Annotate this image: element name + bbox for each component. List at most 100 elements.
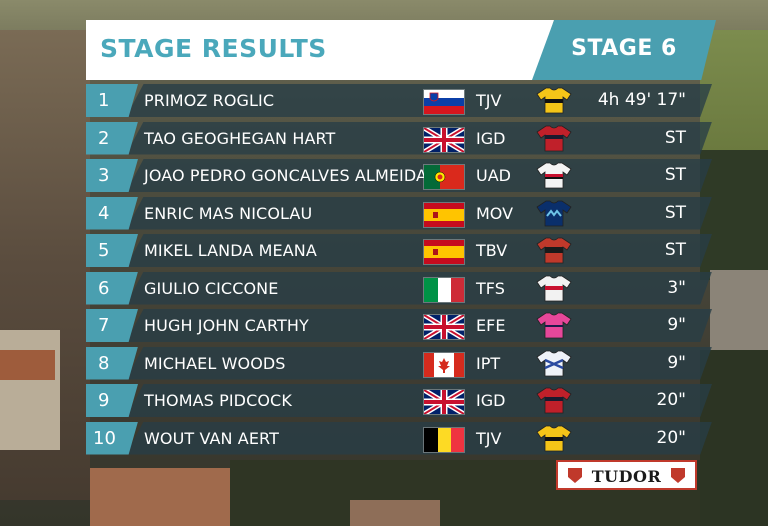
row-bar [126, 234, 712, 267]
title-bar: STAGE RESULTS [86, 20, 554, 80]
rider-name: JOAO PEDRO GONCALVES ALMEIDA [144, 166, 428, 185]
shield-icon [568, 468, 582, 483]
result-row: 9 THOMAS PIDCOCK IGD 20" [86, 384, 716, 417]
stage-label: STAGE 6 [571, 36, 677, 61]
finish-time: 4h 49' 17" [597, 90, 686, 110]
finish-time: 20" [656, 427, 686, 448]
position-number: 4 [98, 202, 110, 224]
stage-badge: STAGE 6 [532, 20, 716, 80]
row-bar [126, 309, 712, 342]
position-number: 6 [98, 277, 110, 299]
rider-name: WOUT VAN AERT [144, 428, 279, 448]
position-number: 9 [98, 390, 110, 411]
position-badge: 6 [86, 271, 138, 305]
rider-name: THOMAS PIDCOCK [144, 391, 292, 410]
row-bar [126, 421, 712, 455]
team-code: TJV [476, 428, 502, 448]
finish-time: 9" [667, 315, 686, 335]
position-badge: 1 [86, 84, 138, 117]
finish-time: 20" [656, 390, 686, 410]
result-row: 8 MICHAEL WOODS IPT 9" [86, 346, 716, 380]
position-badge: 7 [86, 309, 138, 342]
ineos-jersey-icon [536, 125, 572, 152]
position-number: 3 [98, 165, 110, 186]
rider-name: MICHAEL WOODS [144, 353, 286, 373]
ineos-jersey-icon [536, 387, 572, 414]
result-row: 10 WOUT VAN AERT TJV 20" [86, 421, 716, 455]
jumbo-visma-jersey-icon [536, 425, 572, 452]
bahrain-jersey-icon [536, 237, 572, 264]
finish-time: ST [664, 165, 686, 185]
sponsor-logo: TUDOR [556, 460, 697, 490]
position-number: 1 [98, 90, 110, 111]
italy-flag-icon [423, 276, 465, 303]
rider-name: ENRIC MAS NICOLAU [144, 203, 313, 223]
position-badge: 2 [86, 121, 138, 155]
portugal-flag-icon [423, 164, 465, 190]
spain-flag-icon [423, 239, 465, 265]
finish-time: 9" [667, 352, 686, 373]
position-badge: 8 [86, 346, 138, 380]
result-row: 1 PRIMOZ ROGLIC TJV 4h 49' 17" [86, 84, 716, 117]
row-bar [126, 384, 712, 417]
team-code: EFE [476, 316, 506, 335]
team-code: UAD [476, 166, 511, 185]
result-row: 5 MIKEL LANDA MEANA TBV ST [86, 234, 716, 267]
belgium-flag-icon [423, 426, 465, 453]
position-number: 2 [98, 127, 110, 149]
position-number: 7 [98, 315, 110, 336]
finish-time: ST [664, 127, 686, 148]
position-badge: 3 [86, 159, 138, 192]
uk-flag-icon [423, 389, 465, 415]
results-list: 1 PRIMOZ ROGLIC TJV 4h 49' 17" 2 TAO GEO… [86, 84, 716, 459]
shield-icon [671, 468, 685, 483]
position-badge: 10 [86, 421, 138, 455]
result-row: 7 HUGH JOHN CARTHY EFE 9" [86, 309, 716, 342]
row-bar [126, 196, 712, 230]
uae-jersey-icon [536, 162, 572, 189]
stage-results-panel: STAGE RESULTS STAGE 6 1 PRIMOZ ROGLIC TJ… [86, 20, 716, 460]
rider-name: GIULIO CICCONE [144, 278, 279, 298]
position-number: 8 [98, 352, 110, 374]
team-code: TBV [476, 241, 508, 260]
rider-name: PRIMOZ ROGLIC [144, 91, 275, 110]
panel-title: STAGE RESULTS [100, 34, 327, 63]
uk-flag-icon [423, 314, 465, 340]
row-bar [126, 121, 712, 155]
finish-time: ST [664, 202, 686, 223]
uk-flag-icon [423, 126, 465, 153]
result-row: 6 GIULIO CICCONE TFS 3" [86, 271, 716, 305]
slovenia-flag-icon [423, 89, 465, 115]
team-code: IPT [476, 353, 501, 373]
row-bar [126, 271, 712, 305]
rider-name: MIKEL LANDA MEANA [144, 241, 317, 260]
rider-name: TAO GEOGHEGAN HART [144, 128, 336, 148]
ef-jersey-icon [536, 312, 572, 339]
team-code: MOV [476, 203, 514, 223]
result-row: 2 TAO GEOGHEGAN HART IGD ST [86, 121, 716, 155]
finish-time: 3" [667, 277, 686, 298]
finish-time: ST [664, 240, 686, 260]
row-bar [126, 84, 712, 117]
spain-flag-icon [423, 201, 465, 228]
team-code: IGD [476, 128, 506, 148]
canada-flag-icon [423, 351, 465, 378]
israel-jersey-icon [536, 350, 572, 377]
position-number: 10 [93, 427, 116, 449]
row-bar [126, 346, 712, 380]
row-bar [126, 159, 712, 192]
position-badge: 4 [86, 196, 138, 230]
jumbo-visma-jersey-icon [536, 87, 572, 114]
position-badge: 5 [86, 234, 138, 267]
team-code: IGD [476, 391, 506, 410]
trek-jersey-icon [536, 275, 572, 302]
result-row: 3 JOAO PEDRO GONCALVES ALMEIDA UAD ST [86, 159, 716, 192]
result-row: 4 ENRIC MAS NICOLAU MOV ST [86, 196, 716, 230]
position-number: 5 [98, 240, 110, 261]
movistar-jersey-icon [536, 200, 572, 227]
position-badge: 9 [86, 384, 138, 417]
team-code: TJV [476, 91, 502, 110]
rider-name: HUGH JOHN CARTHY [144, 316, 309, 335]
sponsor-name: TUDOR [591, 467, 662, 486]
team-code: TFS [476, 278, 505, 298]
